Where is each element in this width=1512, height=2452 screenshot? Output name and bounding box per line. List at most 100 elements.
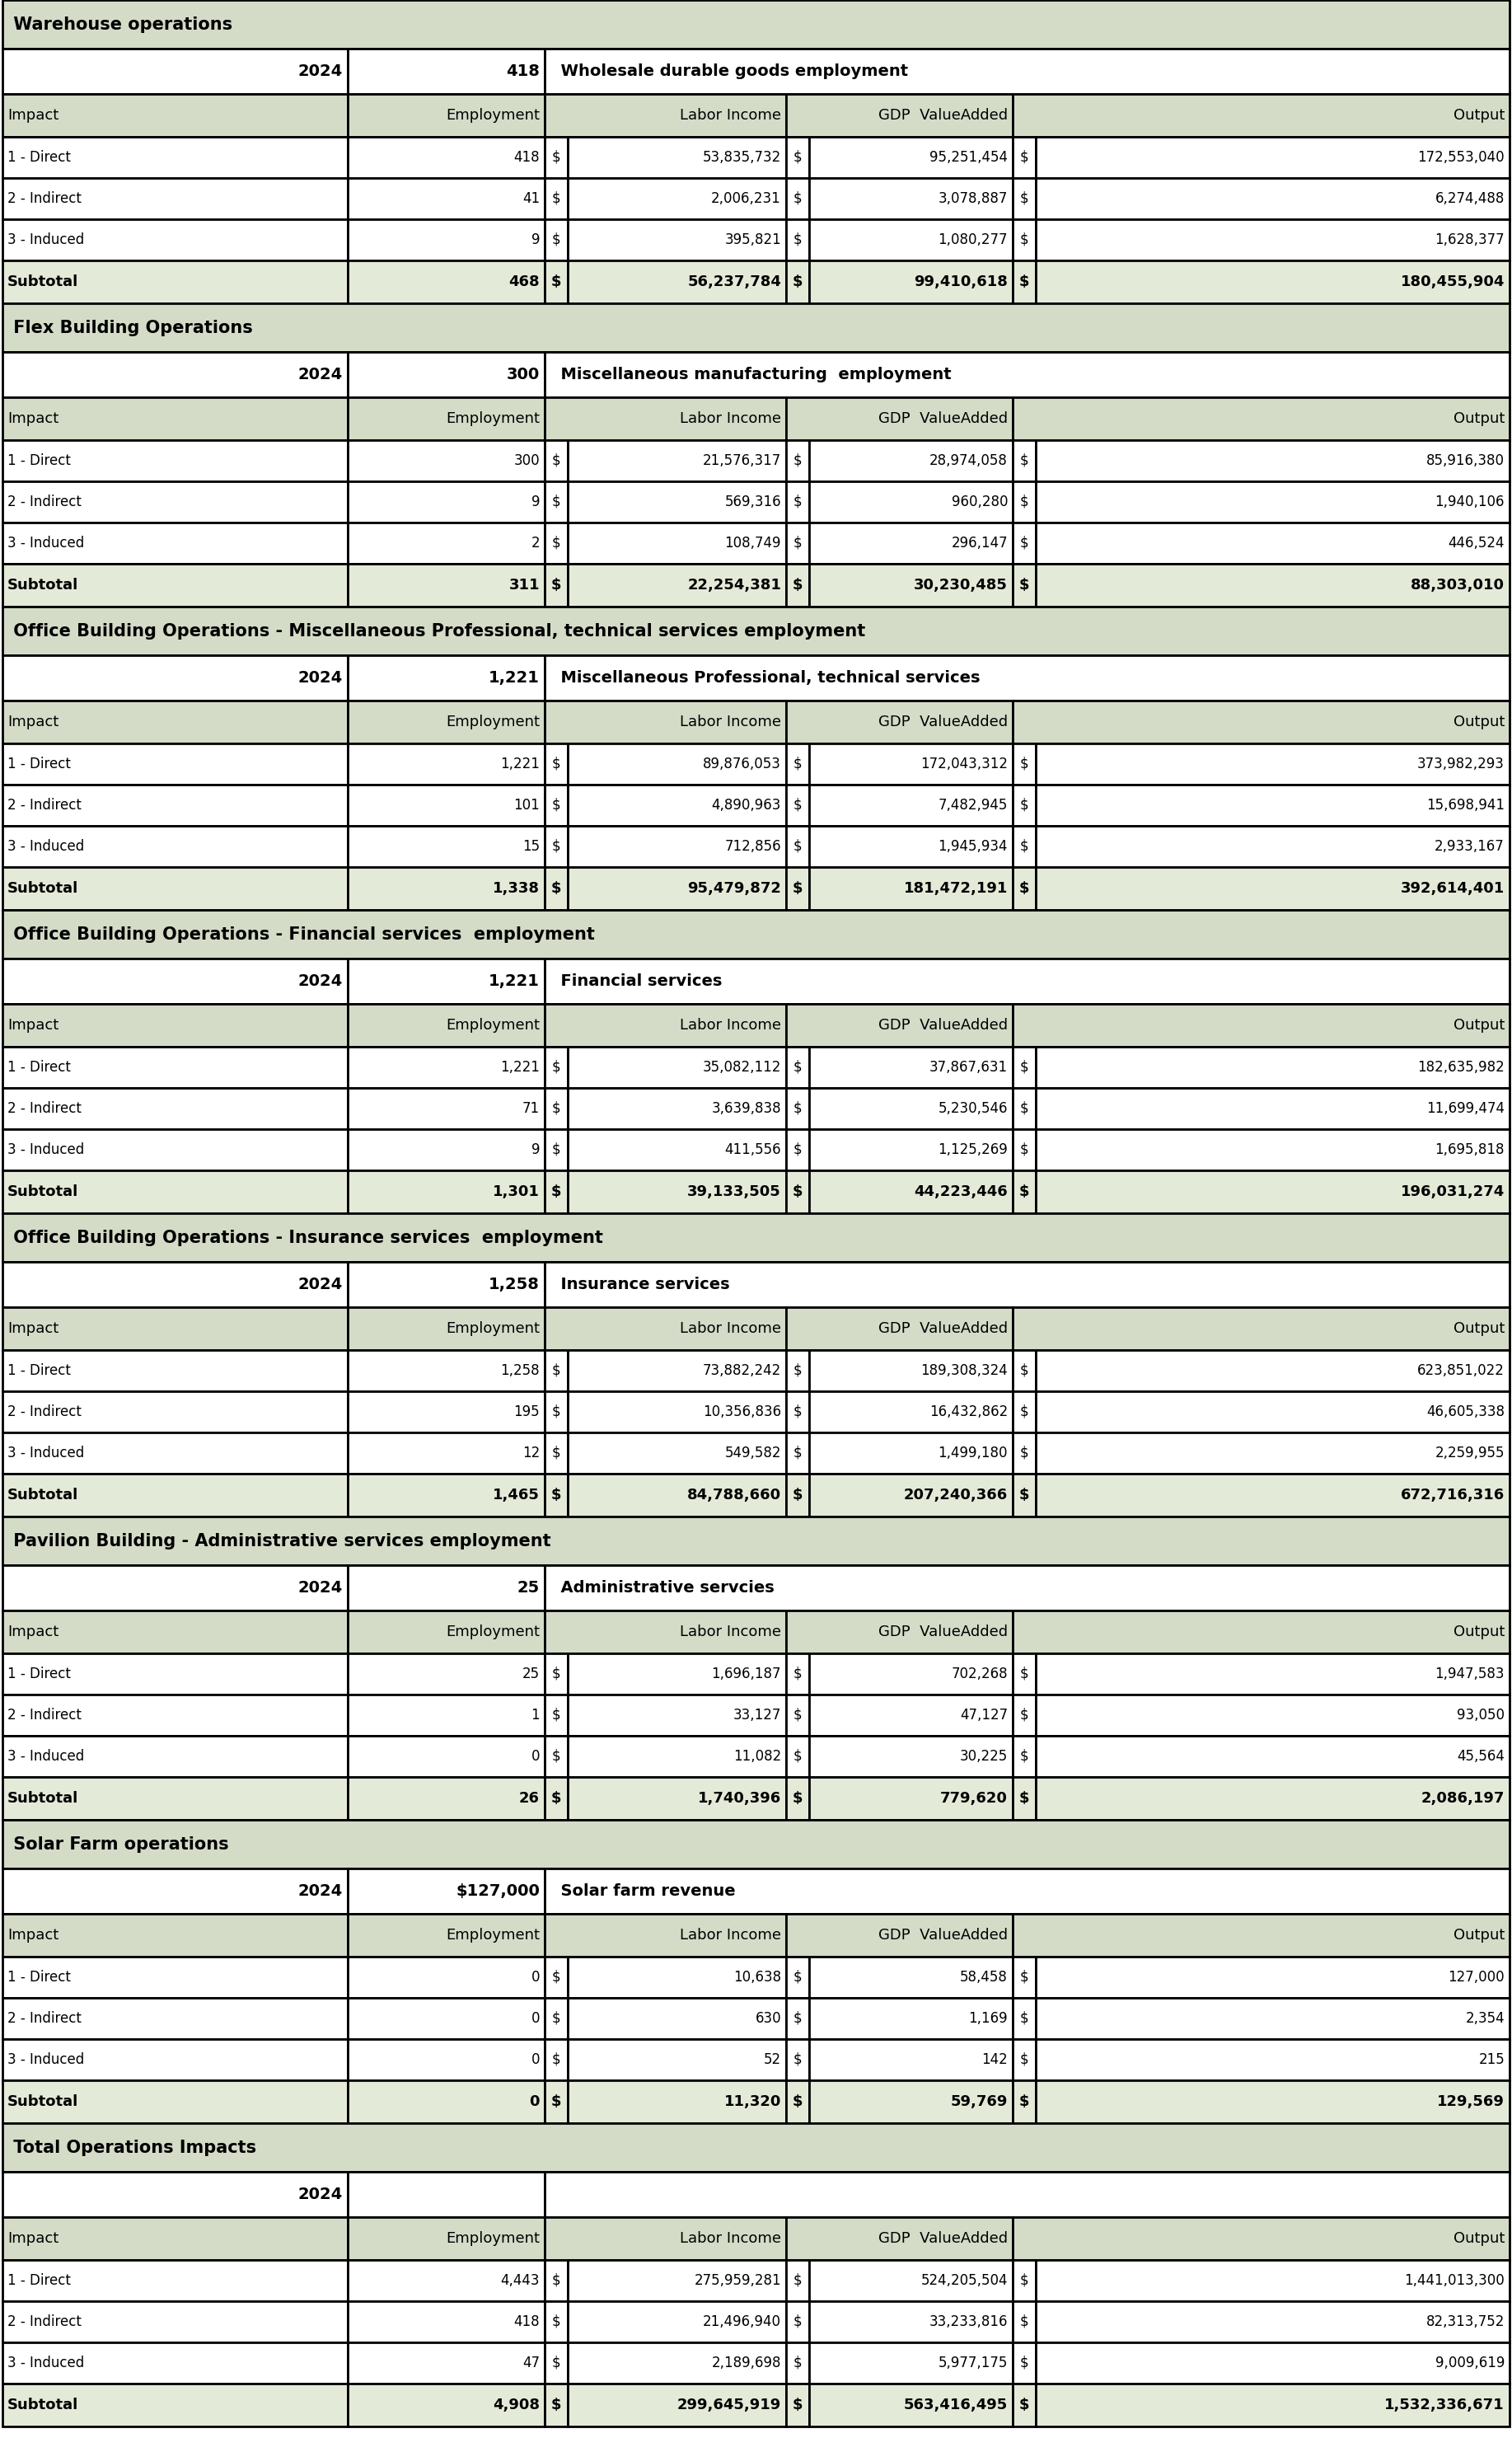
Bar [786,826,809,868]
Text: 52: 52 [764,2052,782,2067]
Text: 33,233,816: 33,233,816 [928,2315,1007,2329]
Text: 569,316: 569,316 [724,495,782,510]
Text: $: $ [794,1059,801,1074]
Bar [3,179,348,218]
Bar [567,1474,786,1515]
Bar [567,1694,786,1736]
Bar [3,0,1509,49]
Bar [567,826,786,868]
Text: 215: 215 [1479,2052,1504,2067]
Bar [1013,2079,1036,2123]
Bar [1013,1778,1036,1819]
Text: GDP  ValueAdded: GDP ValueAdded [878,412,1007,427]
Bar [544,564,567,606]
Bar [3,2079,348,2123]
Bar [809,2040,1013,2079]
Bar [786,1915,1013,1957]
Text: Employment: Employment [446,714,540,728]
Text: 1,740,396: 1,740,396 [697,1790,782,1805]
Bar [3,743,348,785]
Bar [348,397,544,439]
Text: 1,301: 1,301 [493,1184,540,1199]
Bar [544,826,567,868]
Bar [3,1390,348,1432]
Text: 1,696,187: 1,696,187 [712,1667,782,1682]
Bar [1013,481,1036,522]
Text: 10,356,836: 10,356,836 [703,1405,782,1420]
Text: Administrative servcies: Administrative servcies [549,1579,774,1596]
Text: Office Building Operations - Insurance services  employment: Office Building Operations - Insurance s… [8,1228,603,1246]
Bar [567,2300,786,2342]
Bar [3,1047,348,1089]
Text: $: $ [550,880,561,895]
Bar [544,1611,786,1653]
Bar [544,218,567,260]
Bar [1036,2300,1509,2342]
Text: 2 - Indirect: 2 - Indirect [8,2011,82,2025]
Bar [786,1778,809,1819]
Bar [786,1957,809,1998]
Bar [348,743,544,785]
Bar [544,1564,1509,1611]
Bar [544,1307,786,1351]
Bar [3,1307,348,1351]
Bar [1013,1474,1036,1515]
Bar [1013,2217,1509,2261]
Text: $: $ [1019,758,1028,772]
Bar [544,439,567,481]
Bar [348,1778,544,1819]
Bar [567,1047,786,1089]
Bar [544,1915,786,1957]
Text: Miscellaneous Professional, technical services: Miscellaneous Professional, technical se… [549,669,980,687]
Text: 1,258: 1,258 [500,1363,540,1378]
Text: 53,835,732: 53,835,732 [703,150,782,164]
Bar [348,1998,544,2040]
Text: 25: 25 [517,1579,540,1596]
Text: Output: Output [1453,412,1504,427]
Text: Miscellaneous manufacturing  employment: Miscellaneous manufacturing employment [549,368,951,383]
Bar [1036,1474,1509,1515]
Text: 2,006,231: 2,006,231 [711,191,782,206]
Bar [809,1170,1013,1214]
Text: $: $ [1019,2273,1028,2288]
Bar [348,868,544,910]
Bar [3,1564,348,1611]
Text: $: $ [792,2398,803,2413]
Text: $: $ [552,1447,561,1461]
Text: 2 - Indirect: 2 - Indirect [8,2315,82,2329]
Bar [567,785,786,826]
Text: $: $ [1019,1184,1030,1199]
Text: $: $ [1019,1667,1028,1682]
Bar [3,439,348,481]
Text: $: $ [550,1184,561,1199]
Text: 181,472,191: 181,472,191 [904,880,1007,895]
Text: 712,856: 712,856 [724,839,782,853]
Bar [1013,868,1036,910]
Bar [544,1047,567,1089]
Bar [3,1957,348,1998]
Text: 1,221: 1,221 [488,669,540,687]
Bar [544,49,1509,93]
Bar [544,137,567,179]
Bar [3,218,348,260]
Bar [786,137,809,179]
Text: 3 - Induced: 3 - Induced [8,1447,85,1461]
Text: GDP  ValueAdded: GDP ValueAdded [878,2231,1007,2246]
Bar [567,2342,786,2383]
Text: 11,320: 11,320 [724,2094,782,2109]
Bar [3,2123,1509,2172]
Text: $: $ [550,579,561,593]
Bar [3,1653,348,1694]
Text: 1,169: 1,169 [969,2011,1007,2025]
Text: 2,354: 2,354 [1465,2011,1504,2025]
Bar [786,439,809,481]
Text: $: $ [550,1790,561,1805]
Text: 2024: 2024 [298,2187,343,2202]
Bar [567,179,786,218]
Text: $: $ [550,1488,561,1503]
Text: 3,639,838: 3,639,838 [712,1101,782,1116]
Bar [3,1432,348,1474]
Text: $: $ [552,191,561,206]
Text: 960,280: 960,280 [951,495,1007,510]
Text: 47,127: 47,127 [960,1707,1007,1724]
